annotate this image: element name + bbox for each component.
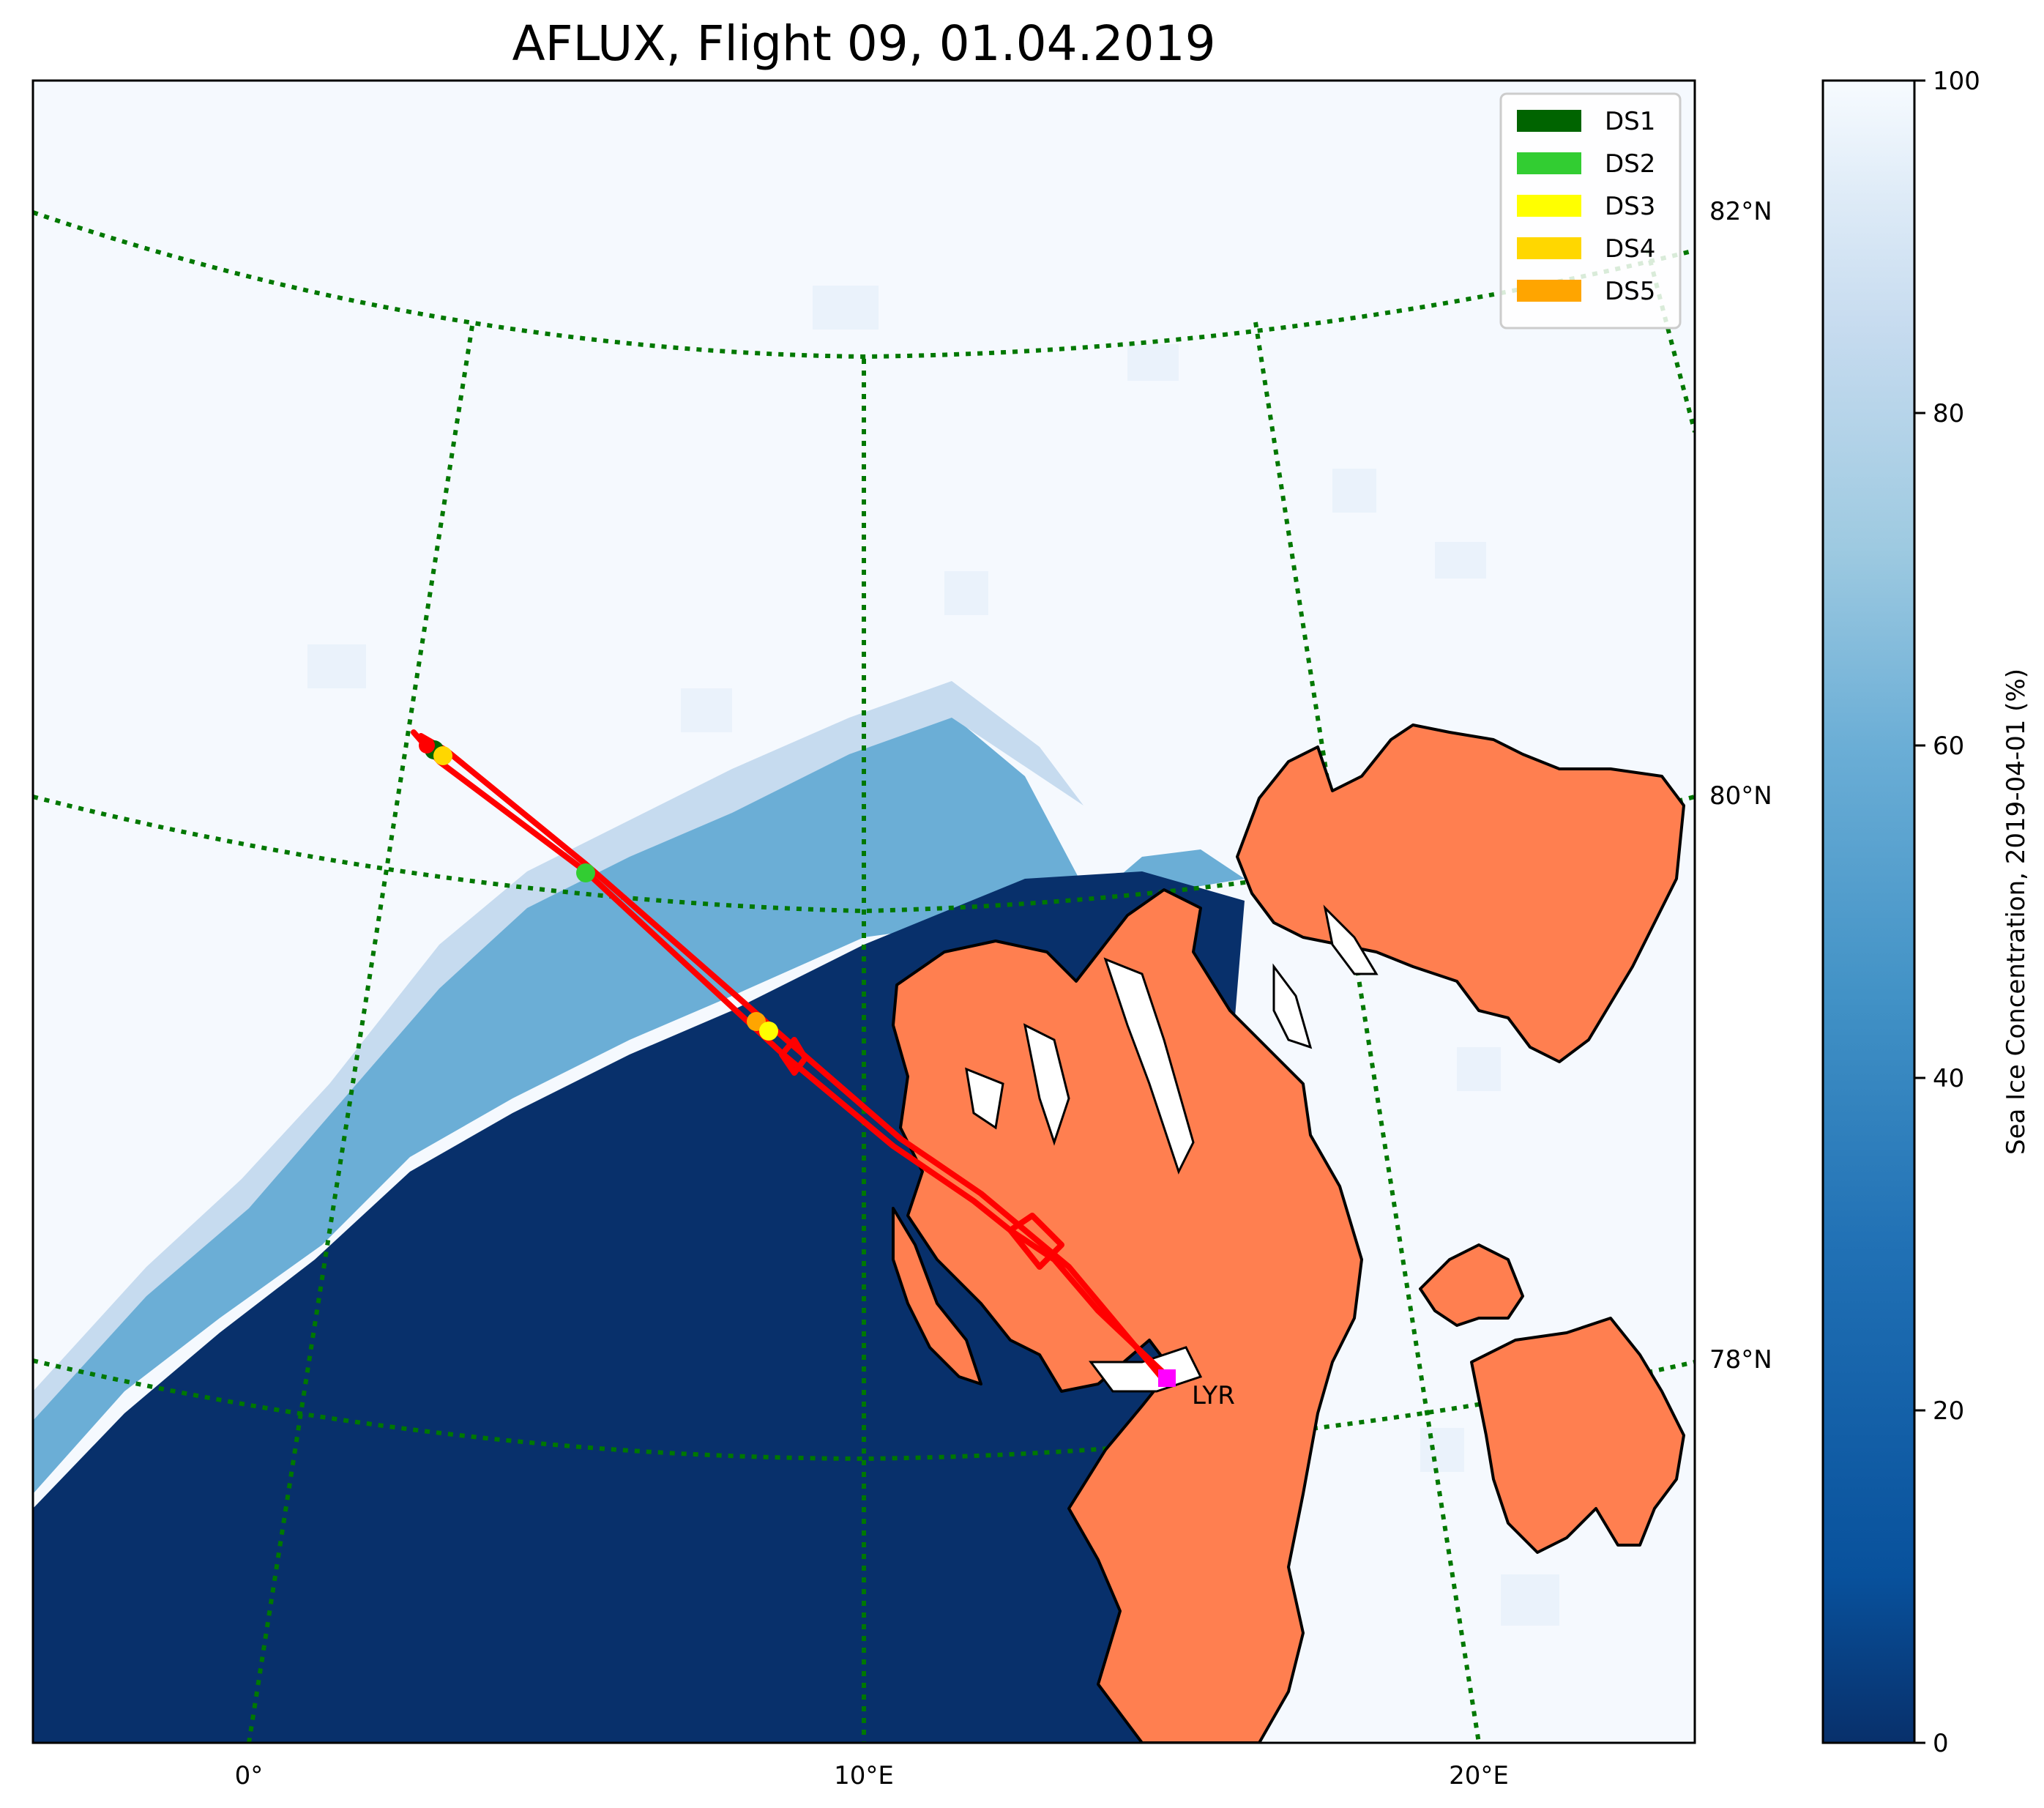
colorbar: 0 20 40 60 80 100 Sea Ice Concentration,… xyxy=(1821,67,2031,1758)
legend-entry-ds2: DS2 xyxy=(1517,149,1655,179)
lon-label-0: 0° xyxy=(235,1761,264,1790)
track-loop xyxy=(1007,1213,1064,1270)
airport-label: LYR xyxy=(1192,1381,1235,1410)
colorbar-gradient xyxy=(1821,79,1916,1744)
colorbar-ticks xyxy=(1914,79,1925,1744)
map-panel: LYR xyxy=(33,81,1695,1743)
airport-lyr: LYR xyxy=(1158,1369,1235,1410)
lon-label-20e: 20°E xyxy=(1449,1761,1509,1790)
legend-swatch-ds2 xyxy=(1517,152,1581,174)
colorbar-tick-60: 60 xyxy=(1933,732,1964,761)
prins-karls-forland xyxy=(892,1207,982,1385)
legend-label-ds3: DS3 xyxy=(1605,192,1655,221)
legend-entry-ds4: DS4 xyxy=(1517,234,1655,264)
meridian-0 xyxy=(247,325,474,1743)
meridian-30e xyxy=(1645,248,1695,433)
legend-label-ds5: DS5 xyxy=(1605,277,1655,306)
legend: DS1 DS2 DS3 DS4 DS5 xyxy=(1499,92,1682,330)
track-outbound xyxy=(411,729,1171,1380)
lat-label-80n: 80°N xyxy=(1709,781,1772,811)
lon-label-10e: 10°E xyxy=(834,1761,894,1790)
dropsonde-ds2-marker xyxy=(576,863,595,882)
svalbard-land xyxy=(892,723,1685,1743)
lat-label-82n: 82°N xyxy=(1709,197,1772,226)
parallel-78n xyxy=(33,1358,1695,1462)
legend-entry-ds1: DS1 xyxy=(1517,107,1655,136)
dropsonde-ds5-marker-a xyxy=(419,737,435,754)
marginal-ice-zone xyxy=(33,703,1245,1494)
latitude-labels: 82°N 80°N 78°N xyxy=(1709,197,1772,1374)
meridian-20e xyxy=(1253,321,1481,1743)
spitsbergen xyxy=(892,888,1363,1743)
legend-label-ds2: DS2 xyxy=(1605,149,1655,179)
dropsonde-ds4-marker-a xyxy=(433,746,452,765)
map-title: AFLUX, Flight 09, 01.04.2019 xyxy=(512,15,1215,72)
map-frame xyxy=(31,79,1696,1744)
longitude-labels: 0° 10°E 20°E xyxy=(235,1761,1509,1790)
legend-swatch-ds4 xyxy=(1517,237,1581,259)
airport-marker xyxy=(1158,1369,1176,1387)
parallel-82n xyxy=(33,210,1695,360)
colorbar-label: Sea Ice Concentration, 2019-04-01 (%) xyxy=(2002,669,2031,1155)
lat-label-78n: 78°N xyxy=(1709,1345,1772,1374)
colorbar-tick-0: 0 xyxy=(1933,1729,1949,1758)
dropsonde-ds3-marker xyxy=(759,1022,778,1041)
legend-swatch-ds3 xyxy=(1517,195,1581,217)
ice-texture xyxy=(307,286,1559,1626)
barentsoya xyxy=(1419,1243,1524,1327)
legend-entry-ds5: DS5 xyxy=(1517,277,1655,306)
colorbar-tick-40: 40 xyxy=(1933,1064,1964,1093)
graticule xyxy=(33,210,1695,1743)
legend-swatch-ds5 xyxy=(1517,280,1581,302)
fjords xyxy=(965,904,1379,1393)
colorbar-tick-100: 100 xyxy=(1933,67,1980,96)
track-turn xyxy=(779,1037,808,1076)
legend-label-ds4: DS4 xyxy=(1605,234,1655,264)
legend-swatch-ds1 xyxy=(1517,110,1581,132)
legend-label-ds1: DS1 xyxy=(1605,107,1655,136)
legend-entry-ds3: DS3 xyxy=(1517,192,1655,221)
colorbar-tick-80: 80 xyxy=(1933,399,1964,428)
nordaustlandet xyxy=(1236,723,1685,1063)
barentsoya-edgeoya xyxy=(1470,1317,1685,1554)
colorbar-tick-20: 20 xyxy=(1933,1396,1964,1426)
colorbar-tick-labels: 0 20 40 60 80 100 xyxy=(1933,67,1980,1758)
flight-track xyxy=(411,729,1171,1383)
dropsonde-markers xyxy=(419,737,778,1041)
